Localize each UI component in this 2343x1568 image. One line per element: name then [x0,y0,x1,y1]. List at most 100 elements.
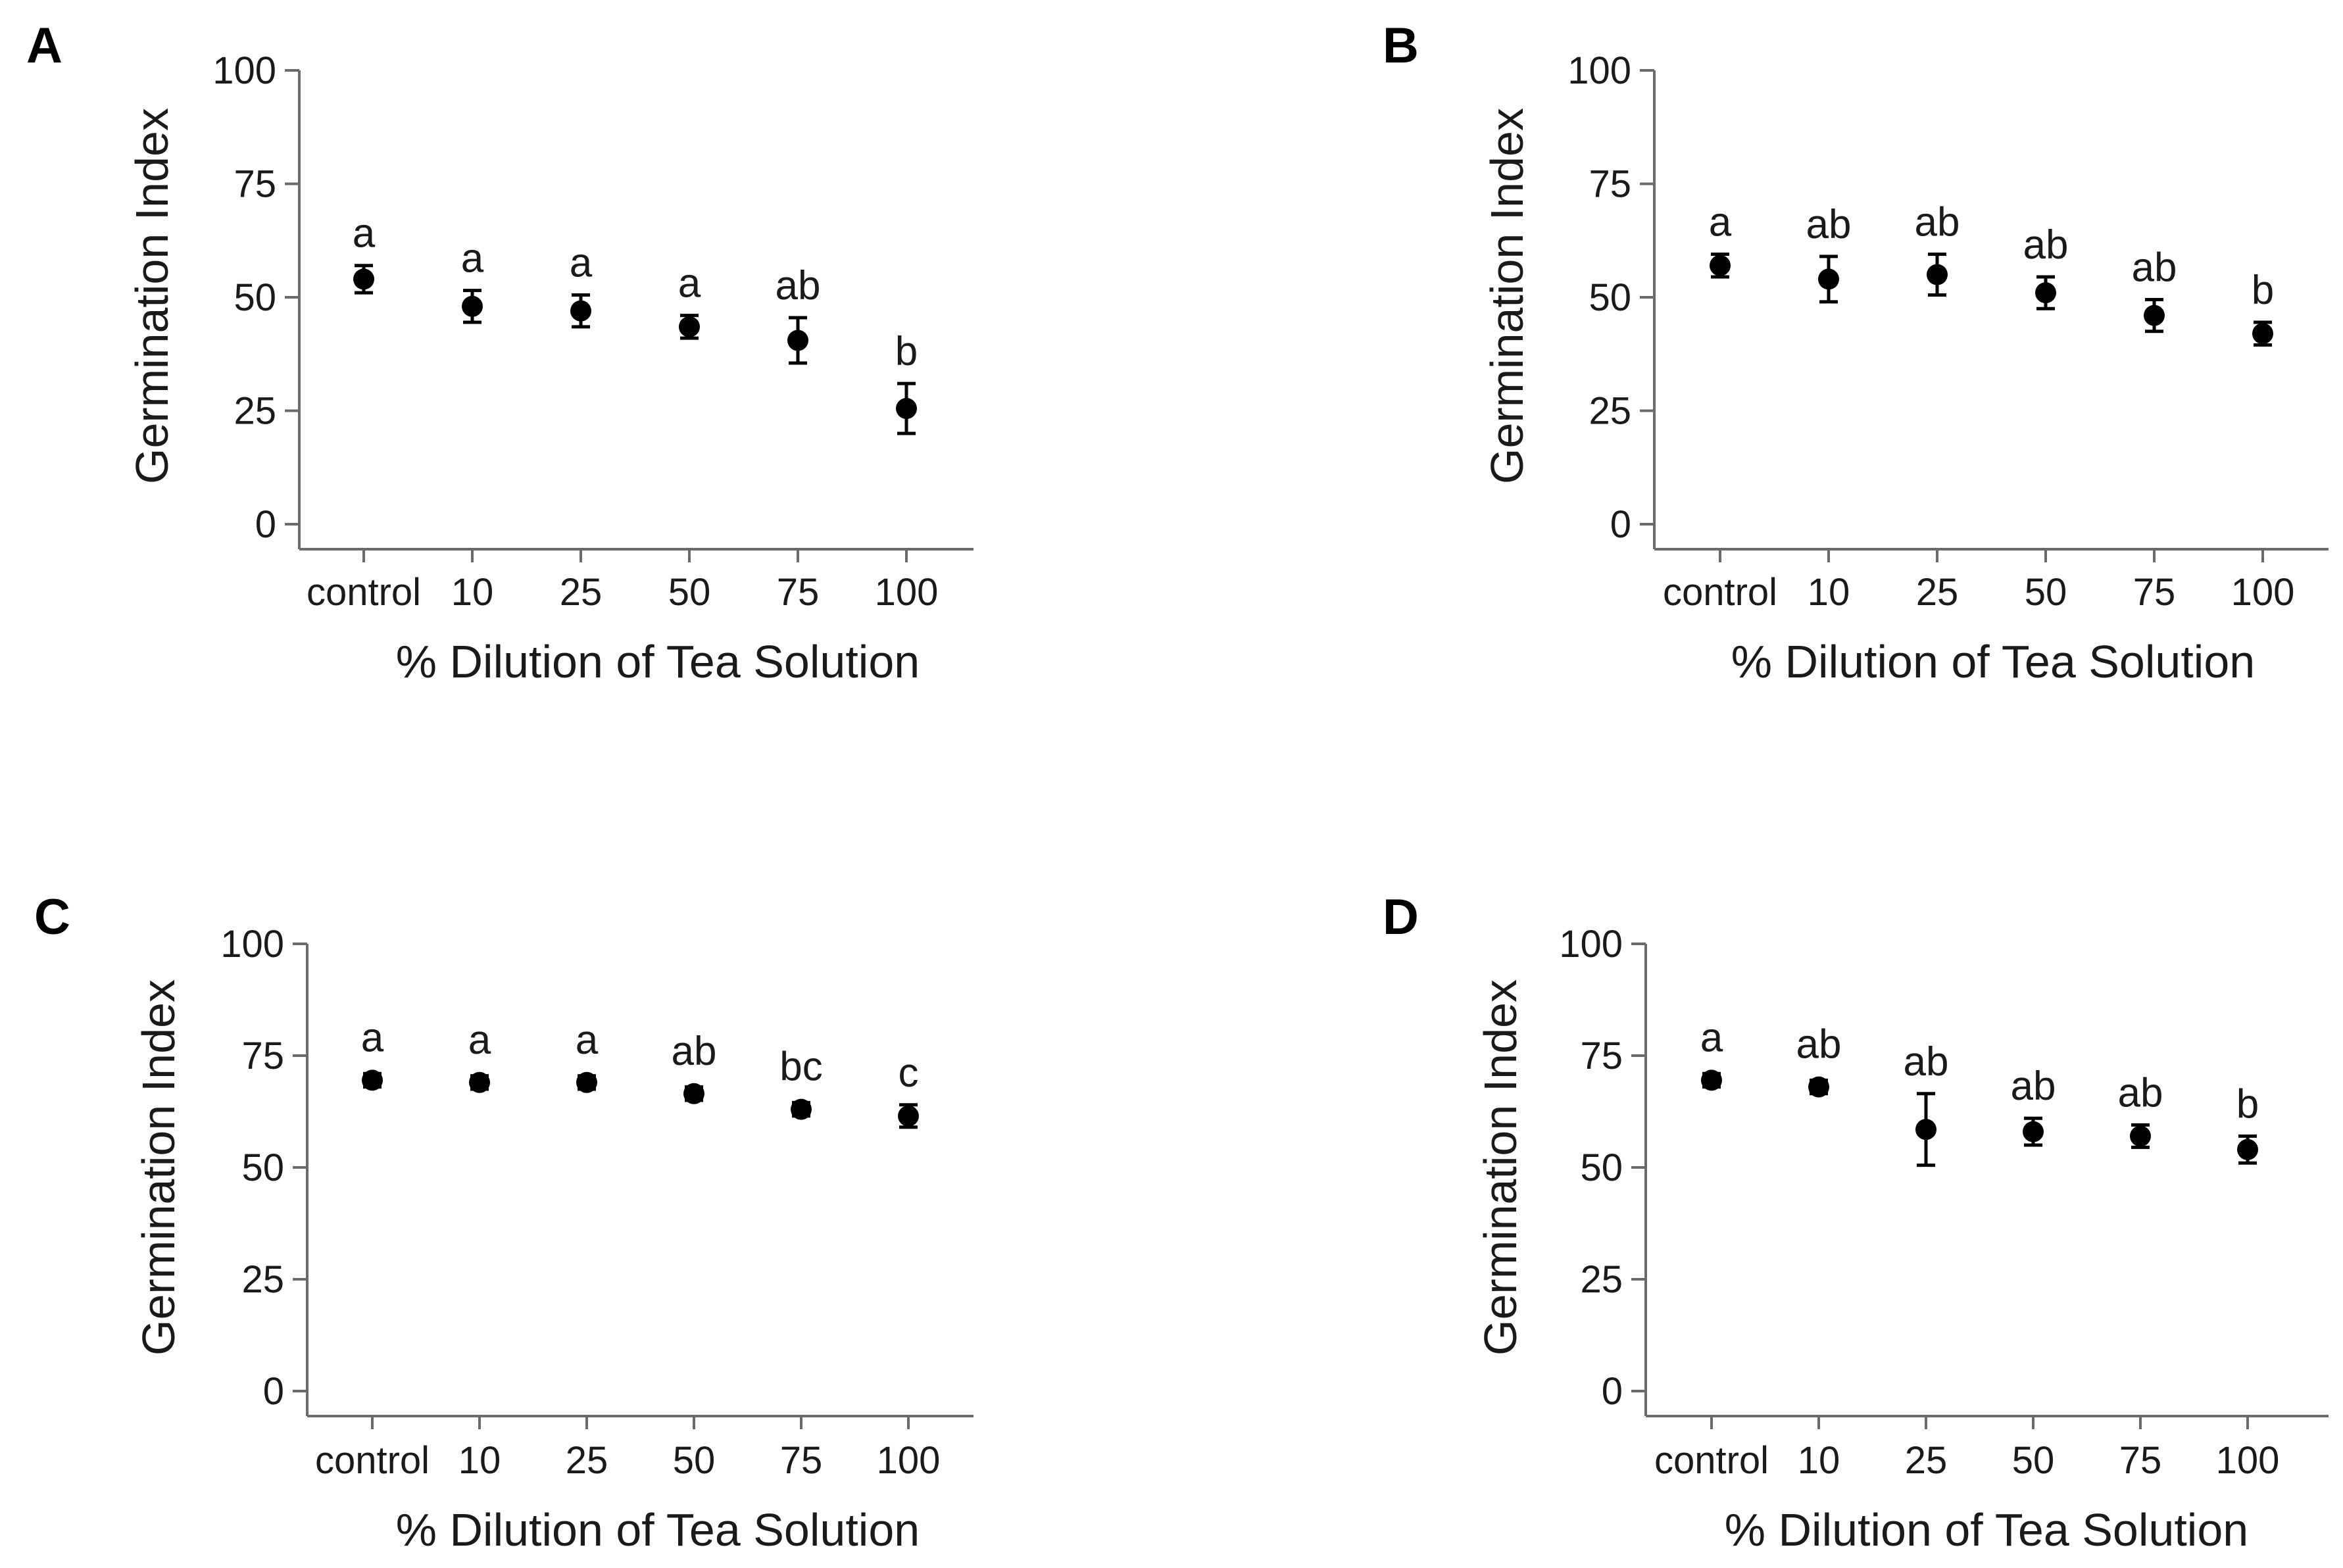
y-tick-label: 100 [1567,49,1631,92]
x-tick-label: 10 [1808,571,1850,614]
panel-label: A [26,18,62,74]
x-tick-label: 25 [566,1439,608,1482]
y-tick-label: 0 [1602,1370,1623,1413]
x-tick-label: control [315,1439,430,1482]
significance-label: ab [672,1029,717,1074]
data-point [2252,323,2273,345]
y-tick-label: 75 [234,163,276,206]
x-axis-title: % Dilution of Tea Solution [396,1504,920,1556]
y-tick-label: 50 [1580,1146,1623,1189]
y-tick-label: 100 [220,923,284,966]
significance-label: b [2236,1081,2259,1127]
significance-label: a [353,211,376,257]
panel-label: B [1383,18,1419,74]
significance-label: ab [2011,1064,2056,1109]
significance-label: bc [779,1044,822,1090]
y-axis-title: Germination Index [126,108,178,484]
significance-label: ab [1915,199,1960,245]
x-tick-label: control [1663,571,1777,614]
data-point [2144,305,2165,326]
x-tick-label: control [1654,1439,1769,1482]
data-point [469,1071,490,1093]
x-tick-label: 10 [451,571,494,614]
y-tick-label: 50 [241,1146,284,1189]
data-point [570,300,591,322]
x-tick-label: 10 [458,1439,501,1482]
significance-label: b [2252,268,2274,313]
x-tick-label: 75 [780,1439,823,1482]
panel-label: C [34,889,70,945]
chart-panel-a: A 0 25 50 75 100 control 10 25 50 75 100 % Dilution … [26,18,974,687]
x-tick-label: 100 [877,1439,941,1482]
data-point [362,1069,383,1091]
chart-panel-c: C 0 25 50 75 100 control 10 25 50 75 100 % Dilution … [34,889,974,1556]
x-tick-label: 25 [1916,571,1959,614]
data-point [791,1098,812,1120]
y-tick-label: 0 [1610,503,1631,546]
data-point [576,1071,597,1093]
y-tick-label: 25 [1589,390,1631,433]
significance-label: a [678,261,701,306]
significance-label: ab [1806,202,1852,247]
y-axis-title: Germination Index [133,979,184,1356]
data-point [1818,268,1839,290]
y-tick-label: 50 [234,276,276,319]
y-tick-label: 0 [263,1370,284,1413]
x-tick-label: 50 [2025,571,2067,614]
x-axis-title: % Dilution of Tea Solution [1725,1504,2248,1556]
significance-label: ab [2132,245,2177,290]
y-tick-label: 50 [1589,276,1631,319]
significance-label: ab [776,263,821,308]
significance-label: a [468,1017,491,1063]
panel-label: D [1383,889,1419,945]
x-tick-label: 75 [777,571,820,614]
significance-label: ab [2023,222,2069,268]
data-point [2130,1125,2151,1147]
chart-panel-d: D 0 25 50 75 100 control 10 25 50 75 100 % Dilution … [1383,889,2329,1556]
x-tick-label: 100 [2231,571,2295,614]
y-axis-title: Germination Index [1475,979,1526,1356]
data-point [2237,1139,2258,1160]
x-tick-label: 75 [2119,1439,2162,1482]
data-point [462,295,483,317]
data-point [1710,255,1731,276]
y-tick-label: 100 [1559,923,1623,966]
chart-panel-b: B 0 25 50 75 100 control 10 25 50 75 100 % Dilution … [1383,18,2329,687]
x-tick-label: 100 [2216,1439,2280,1482]
data-point [1915,1119,1936,1140]
x-tick-label: control [307,571,421,614]
x-tick-label: 50 [668,571,711,614]
x-tick-label: 50 [673,1439,716,1482]
data-point [683,1083,704,1104]
significance-label: a [361,1015,384,1060]
significance-label: a [1709,199,1732,245]
x-tick-label: 100 [875,571,939,614]
significance-label: ab [1904,1039,1949,1085]
significance-label: ab [2118,1070,2163,1115]
data-point [353,268,374,290]
x-tick-label: 75 [2133,571,2176,614]
y-tick-label: 75 [1580,1035,1623,1077]
data-point [1927,264,1948,285]
y-tick-label: 25 [1580,1258,1623,1301]
data-point [679,316,700,337]
significance-label: ab [1796,1022,1842,1067]
significance-label: a [461,236,484,282]
y-tick-label: 25 [241,1258,284,1301]
significance-label: a [570,241,593,286]
y-tick-label: 75 [241,1035,284,1077]
y-tick-label: 75 [1589,163,1631,206]
significance-label: a [576,1017,599,1063]
x-axis-title: % Dilution of Tea Solution [1731,636,2255,687]
x-axis-title: % Dilution of Tea Solution [396,636,920,687]
x-tick-label: 50 [2012,1439,2055,1482]
y-axis-title: Germination Index [1481,108,1533,484]
significance-label: b [895,329,918,374]
data-point [787,330,808,351]
x-tick-label: 25 [1905,1439,1948,1482]
x-tick-label: 10 [1798,1439,1840,1482]
x-tick-label: 25 [560,571,603,614]
data-point [896,398,917,420]
data-point [2023,1121,2044,1142]
